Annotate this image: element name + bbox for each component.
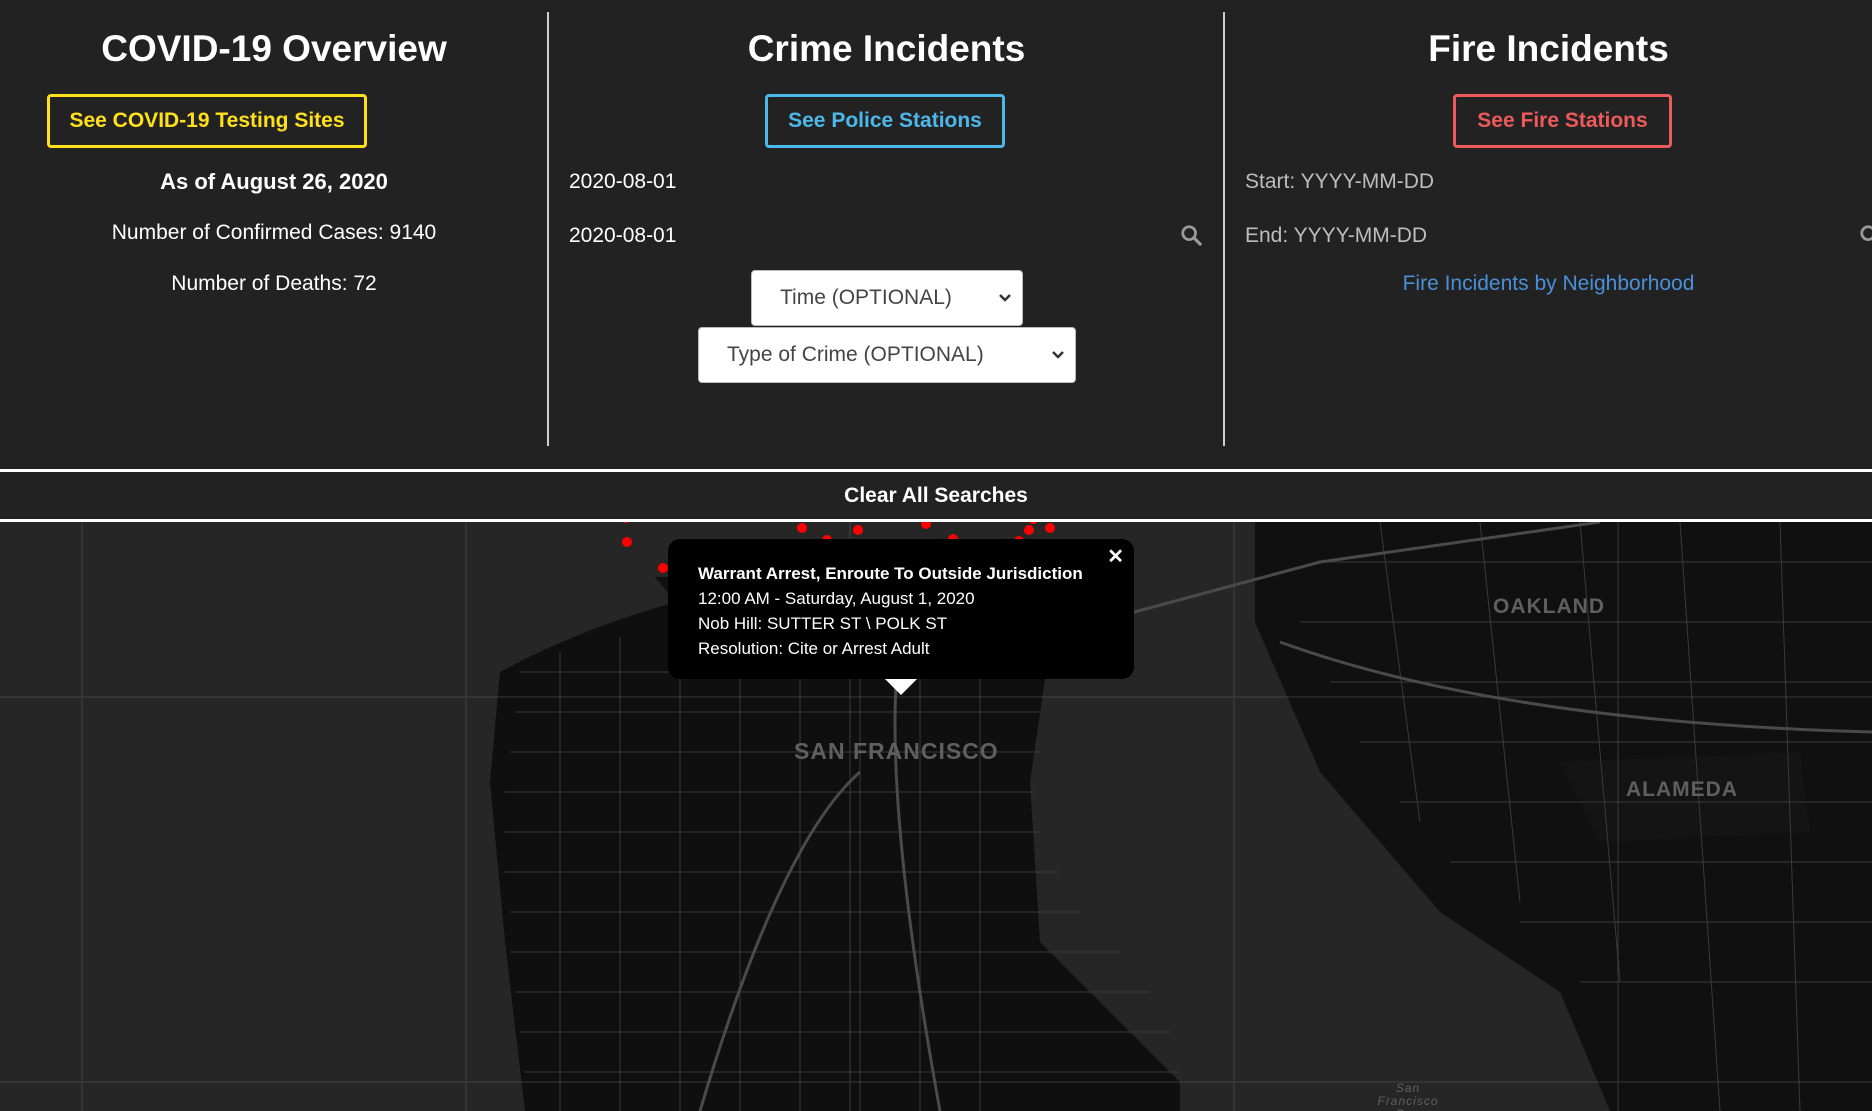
chevron-down-icon <box>988 270 1022 326</box>
incident-marker[interactable] <box>921 522 931 529</box>
crime-panel: Crime Incidents See Police Stations Time… <box>549 0 1224 446</box>
covid-as-of: As of August 26, 2020 <box>160 169 388 194</box>
incident-marker[interactable] <box>658 563 668 573</box>
crime-search-icon[interactable] <box>1180 224 1202 246</box>
covid-title: COVID-19 Overview <box>101 28 447 69</box>
panel-divider <box>1223 12 1225 446</box>
fire-neighborhood-link[interactable]: Fire Incidents by Neighborhood <box>1402 272 1695 295</box>
crime-end-date-input[interactable] <box>569 218 1169 254</box>
covid-confirmed-cases: Number of Confirmed Cases: 9140 <box>111 221 437 244</box>
map-label-alameda: ALAMEDA <box>1626 778 1738 801</box>
crime-start-date-input[interactable] <box>569 164 1169 200</box>
incident-marker[interactable] <box>622 537 632 547</box>
fire-search-icon[interactable] <box>1859 224 1872 246</box>
popup-datetime: 12:00 AM - Saturday, August 1, 2020 <box>698 589 975 608</box>
popup-title: Warrant Arrest, Enroute To Outside Juris… <box>698 564 1083 583</box>
time-select-value: Time (OPTIONAL) <box>780 286 952 309</box>
popup-resolution: Resolution: Cite or Arrest Adult <box>698 639 930 658</box>
fire-start-date-input[interactable] <box>1245 164 1845 200</box>
incident-marker[interactable] <box>853 525 863 535</box>
chevron-down-icon <box>1041 327 1075 383</box>
fire-end-date-input[interactable] <box>1245 218 1845 254</box>
incident-marker[interactable] <box>621 522 631 523</box>
time-select[interactable]: Time (OPTIONAL) <box>751 270 1023 326</box>
incident-marker[interactable] <box>1024 525 1034 535</box>
fire-title: Fire Incidents <box>1428 28 1669 69</box>
crime-title: Crime Incidents <box>747 28 1026 69</box>
map-label-oakland: OAKLAND <box>1493 595 1605 618</box>
close-icon[interactable]: ✕ <box>1107 546 1124 568</box>
clear-all-searches-button[interactable]: Clear All Searches <box>0 469 1872 522</box>
map-label-bay: San Francisco Bay <box>1377 1081 1439 1111</box>
covid-testing-sites-button[interactable]: See COVID-19 Testing Sites <box>47 94 367 148</box>
fire-stations-button[interactable]: See Fire Stations <box>1453 94 1672 148</box>
popup-location: Nob Hill: SUTTER ST \ POLK ST <box>698 614 948 633</box>
police-stations-button[interactable]: See Police Stations <box>765 94 1005 148</box>
covid-panel: COVID-19 Overview See COVID-19 Testing S… <box>0 0 548 446</box>
incident-marker[interactable] <box>1028 522 1038 524</box>
incident-marker[interactable] <box>1045 523 1055 533</box>
crime-type-select-value: Type of Crime (OPTIONAL) <box>727 343 984 366</box>
covid-deaths: Number of Deaths: 72 <box>171 272 377 295</box>
incident-marker[interactable] <box>797 523 807 533</box>
fire-panel: Fire Incidents See Fire Stations Fire In… <box>1225 0 1872 446</box>
crime-type-select[interactable]: Type of Crime (OPTIONAL) <box>698 327 1076 383</box>
map-label-san-francisco: SAN FRANCISCO <box>794 738 999 764</box>
popup-pointer <box>885 679 917 695</box>
incident-popup: Warrant Arrest, Enroute To Outside Juris… <box>668 539 1134 679</box>
panel-divider <box>547 12 549 446</box>
